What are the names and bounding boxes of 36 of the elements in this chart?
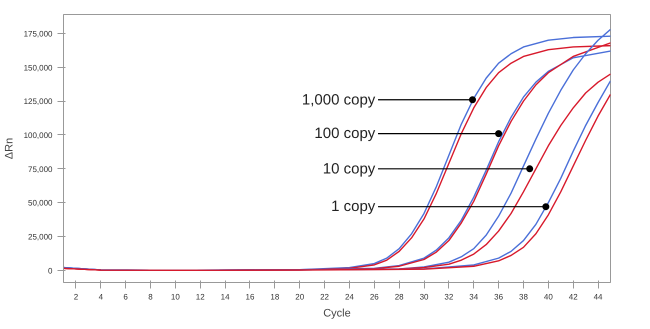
x-tick-label: 38 bbox=[519, 292, 528, 302]
x-tick-label: 12 bbox=[196, 292, 206, 302]
y-axis-title: ΔRn bbox=[4, 138, 16, 160]
x-tick-label: 40 bbox=[544, 292, 554, 302]
annotation: 100 copy bbox=[314, 125, 376, 142]
x-tick-label: 16 bbox=[246, 292, 255, 302]
x-tick-label: 30 bbox=[420, 292, 430, 302]
y-tick-label: 50,000 bbox=[28, 198, 54, 208]
annotation: 1 copy bbox=[331, 198, 376, 216]
x-tick-label: 4 bbox=[98, 292, 104, 302]
x-tick-label: 26 bbox=[370, 292, 380, 302]
x-tick-label: 18 bbox=[270, 292, 280, 302]
x-axis-title: Cycle bbox=[323, 308, 351, 320]
x-tick-label: 2 bbox=[74, 292, 79, 302]
x-tick-label: 44 bbox=[594, 292, 604, 302]
x-tick-label: 20 bbox=[295, 292, 305, 302]
x-tick-label: 6 bbox=[123, 292, 128, 302]
x-tick-label: 28 bbox=[394, 292, 404, 302]
x-tick-label: 34 bbox=[469, 292, 479, 302]
x-tick-label: 22 bbox=[320, 292, 330, 302]
x-tick-label: 32 bbox=[444, 292, 454, 302]
y-tick-label: 0 bbox=[48, 266, 54, 276]
y-tick-label: 125,000 bbox=[24, 97, 54, 106]
x-tick-label: 8 bbox=[148, 292, 154, 302]
x-tick-label: 42 bbox=[568, 292, 578, 302]
y-tick-label: 100,000 bbox=[24, 130, 54, 140]
y-tick-label: 75,000 bbox=[28, 164, 54, 174]
x-tick-label: 36 bbox=[494, 292, 504, 302]
annotation: 10 copy bbox=[322, 160, 376, 178]
x-tick-label: 14 bbox=[220, 292, 230, 302]
x-tick-label: 24 bbox=[344, 292, 354, 302]
y-tick-label: 175,000 bbox=[24, 29, 54, 38]
y-tick-label: 150,000 bbox=[24, 63, 54, 72]
annotation: 1,000 copy bbox=[302, 91, 376, 108]
y-tick-label: 25,000 bbox=[28, 232, 54, 242]
x-tick-label: 10 bbox=[170, 292, 180, 302]
